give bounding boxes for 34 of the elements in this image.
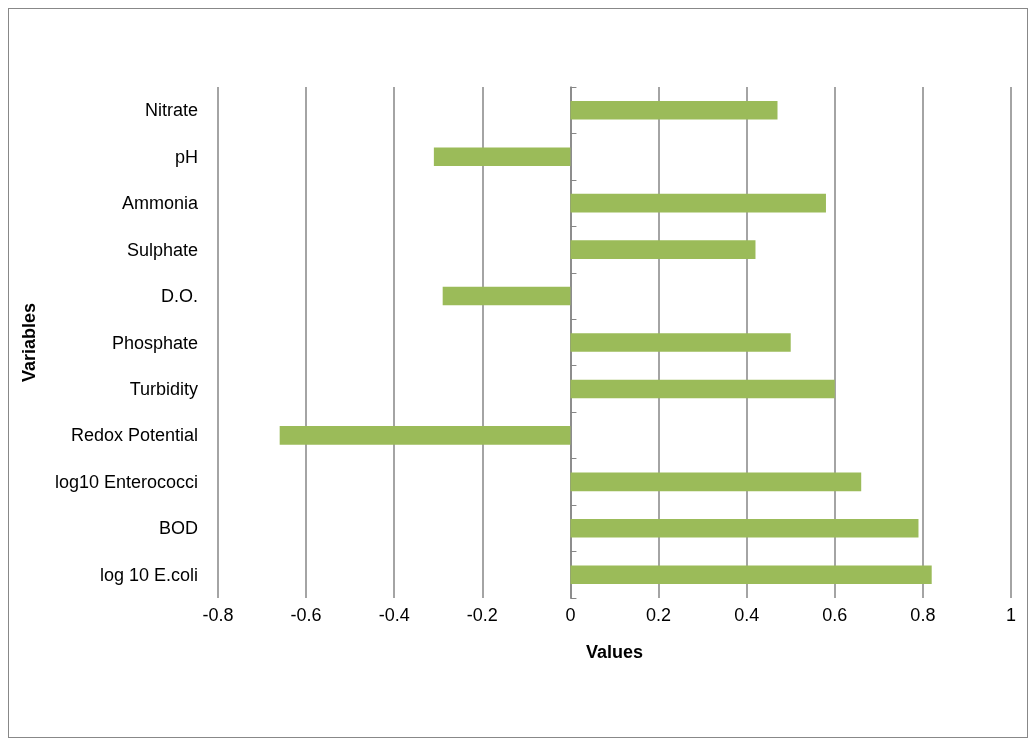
y-tick-label: BOD: [158, 518, 198, 539]
x-tick-label: -0.8: [202, 605, 234, 625]
y-tick-label: Turbidity: [129, 378, 198, 399]
bar: [570, 100, 778, 120]
x-axis-title: Values: [585, 642, 644, 662]
y-tick-label: Sulphate: [126, 239, 198, 260]
bar: [570, 472, 862, 492]
y-tick-label: Nitrate: [144, 100, 198, 121]
bar: [442, 286, 571, 306]
x-tick-label: -0.2: [466, 605, 498, 625]
bar: [570, 193, 826, 213]
y-axis-title: Variables: [19, 302, 39, 383]
x-tick-label: 0.8: [910, 605, 936, 625]
y-tick-label: Ammonia: [121, 193, 199, 214]
y-tick-label: log 10 E.coli: [99, 564, 198, 585]
y-tick-label: Redox Potential: [70, 425, 198, 446]
x-tick-label: 0.4: [734, 605, 760, 625]
bar: [570, 333, 791, 352]
x-tick-label: 1: [1005, 605, 1017, 625]
x-tick-label: -0.6: [290, 605, 322, 625]
bar: [570, 565, 932, 585]
y-tick-label: D.O.: [160, 286, 198, 307]
bar: [570, 379, 835, 399]
bar: [570, 519, 919, 538]
y-tick-label: pH: [174, 146, 198, 167]
bar: [433, 147, 571, 166]
x-tick-label: 0.2: [646, 605, 672, 625]
bar: [570, 240, 756, 259]
y-tick-label: log10 Enterococci: [54, 471, 198, 492]
x-tick-label: 0: [565, 605, 576, 625]
x-tick-label: -0.4: [378, 605, 410, 625]
y-tick-label: Phosphate: [111, 332, 198, 353]
bar: [279, 426, 571, 445]
x-tick-label: 0.6: [822, 605, 848, 625]
